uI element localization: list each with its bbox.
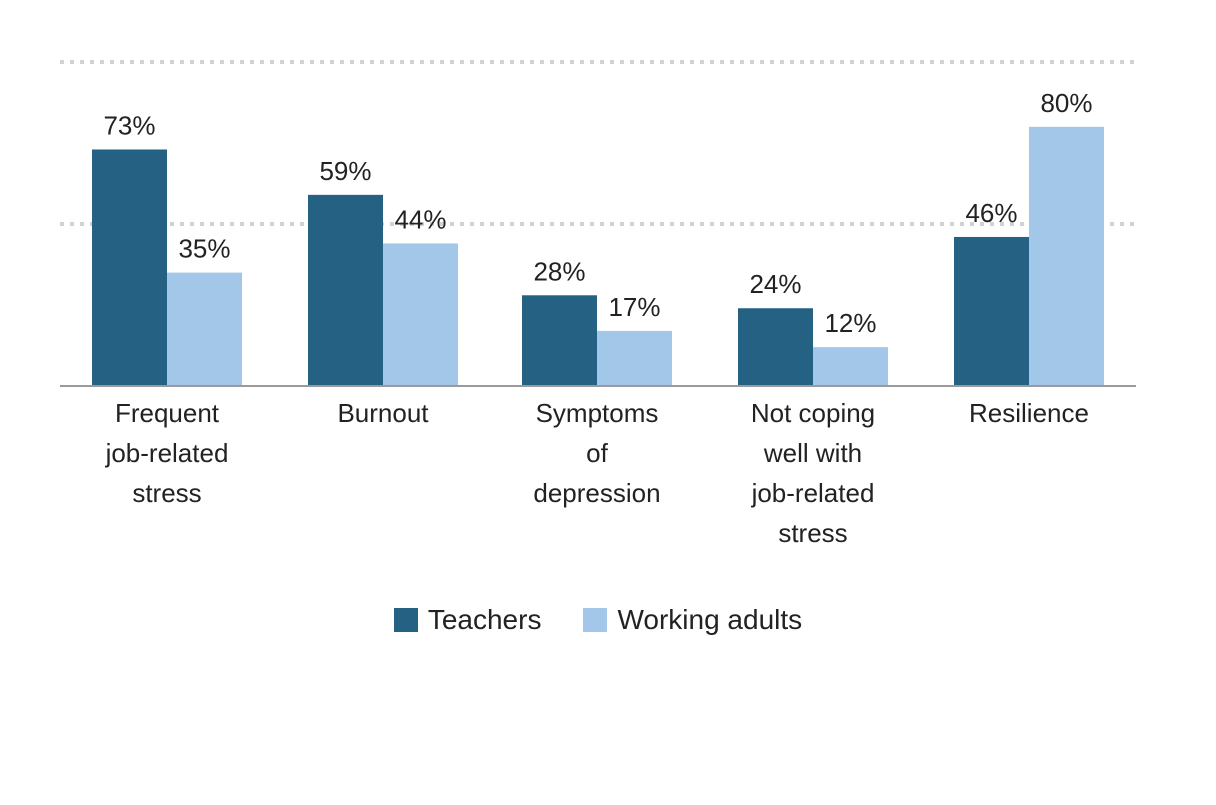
legend-swatch-teachers xyxy=(393,608,418,632)
category-label-line: depression xyxy=(533,478,660,508)
category-label-3: Not coping well with job-related stress xyxy=(751,398,876,548)
bar-working-adults-1 xyxy=(383,243,458,386)
category-label-line: well with xyxy=(763,438,862,468)
category-label-0: Frequent job-related stress xyxy=(105,398,229,508)
bar-teachers-4 xyxy=(954,236,1029,386)
category-label-line: Symptoms xyxy=(536,398,659,428)
category-label-line: job-related xyxy=(105,438,229,468)
value-label-teachers-1: 59% xyxy=(319,156,371,186)
legend: Teachers Working adults xyxy=(0,604,1196,636)
bar-teachers-0 xyxy=(92,149,167,386)
value-label-teachers-4: 46% xyxy=(965,198,1017,228)
legend-label-teachers: Teachers xyxy=(427,604,542,635)
category-label-line: of xyxy=(586,438,608,468)
bar-working-adults-4 xyxy=(1029,126,1104,387)
value-label-teachers-3: 24% xyxy=(749,269,801,299)
legend-label-working-adults: Working adults xyxy=(617,604,803,635)
category-label-1: Burnout xyxy=(337,398,429,428)
bar-teachers-3 xyxy=(738,308,813,386)
category-label-4: Resilience xyxy=(969,398,1089,428)
category-label-line: Resilience xyxy=(969,398,1089,428)
value-label-teachers-0: 73% xyxy=(103,110,155,140)
category-label-line: Frequent xyxy=(115,398,220,428)
category-label-line: stress xyxy=(132,478,201,508)
bar-working-adults-2 xyxy=(597,330,672,386)
legend-item-teachers: Teachers xyxy=(393,604,542,636)
value-label-working-adults-2: 17% xyxy=(608,292,660,322)
bar-working-adults-3 xyxy=(813,347,888,386)
legend-swatch-working-adults xyxy=(583,608,608,632)
category-label-2: Symptoms of depression xyxy=(533,398,660,508)
value-label-working-adults-3: 12% xyxy=(824,308,876,338)
legend-item-working-adults: Working adults xyxy=(583,604,802,636)
value-label-working-adults-4: 80% xyxy=(1040,88,1092,118)
value-label-working-adults-1: 44% xyxy=(394,204,446,234)
category-label-line: Not coping xyxy=(751,398,875,428)
category-label-line: job-related xyxy=(751,478,875,508)
category-label-line: stress xyxy=(778,518,847,548)
value-label-working-adults-0: 35% xyxy=(178,234,230,264)
value-label-teachers-2: 28% xyxy=(533,256,585,286)
bar-teachers-1 xyxy=(308,194,383,386)
bar-teachers-2 xyxy=(522,295,597,386)
bar-chart: 73% 35% 59% 44% 28% 17% 24% 12% 46% 80% Frequent jo… xyxy=(60,60,1136,548)
category-label-line: Burnout xyxy=(337,398,429,428)
bar-working-adults-0 xyxy=(167,272,242,386)
